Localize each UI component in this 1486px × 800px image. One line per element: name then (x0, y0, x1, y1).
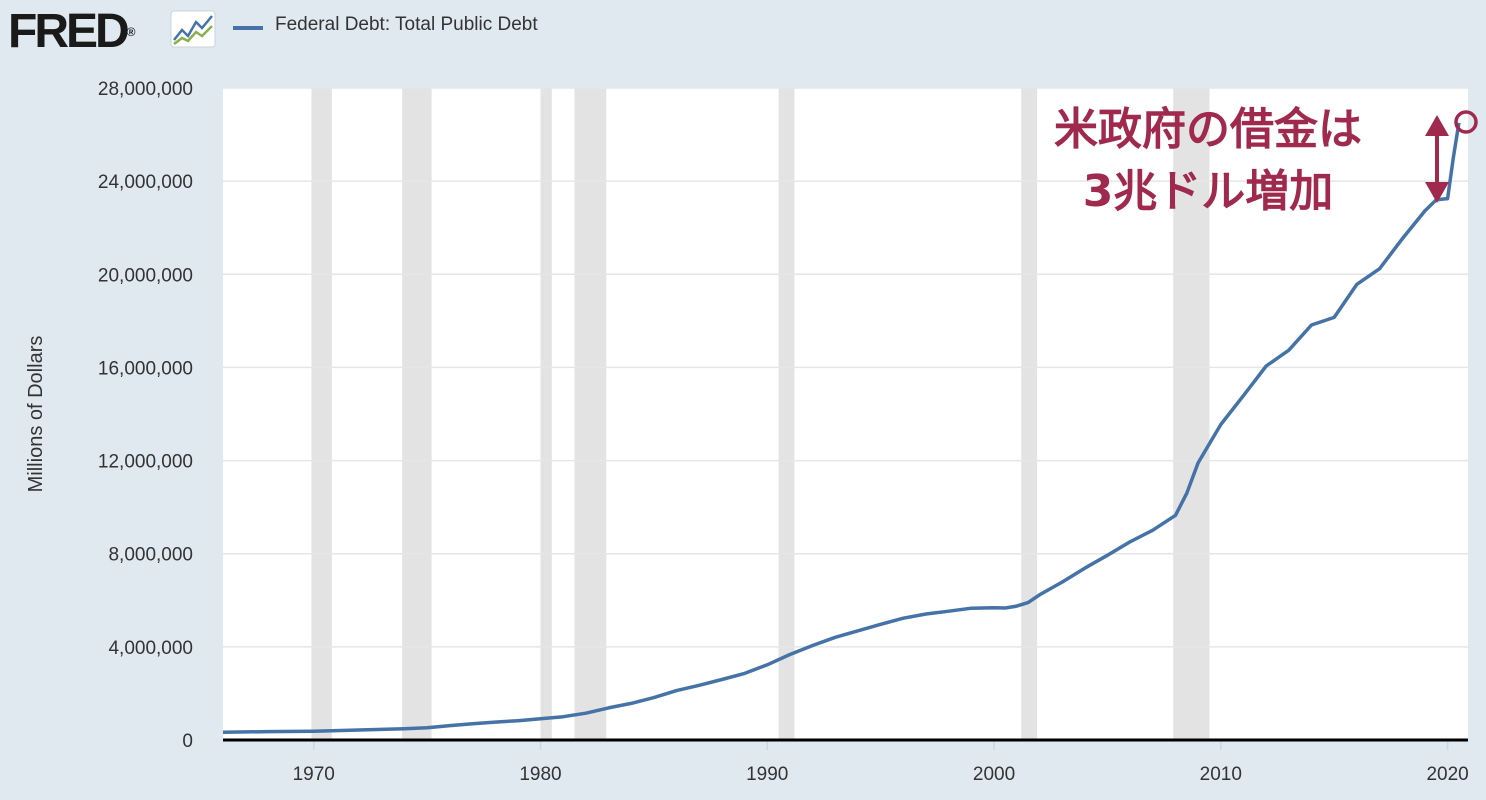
y-tick-label: 28,000,000 (98, 79, 193, 100)
annotation-line-1: 米政府の借金は (1054, 104, 1362, 155)
recession-band (540, 88, 552, 740)
double-arrow-icon (1425, 115, 1449, 203)
recession-shading (311, 88, 1210, 740)
x-tick-label: 1980 (519, 764, 561, 785)
highlight-circle (1454, 110, 1478, 134)
legend-label: Federal Debt: Total Public Debt (275, 14, 538, 35)
y-axis-ticks: 0 4,000,000 8,000,000 12,000,000 16,000,000 2… (98, 79, 193, 752)
gridlines (223, 87, 1468, 648)
recession-band (778, 88, 795, 740)
legend-swatch (233, 26, 263, 30)
annotation: 米政府の借金は 3兆ドル増加 (1054, 104, 1478, 217)
recession-band (1021, 88, 1038, 740)
series-layer (222, 122, 1461, 735)
recession-band (402, 88, 432, 740)
x-axis-ticks: 1970 1980 1990 2000 2010 2020 (293, 740, 1469, 785)
recession-band (574, 88, 607, 740)
fred-logo[interactable]: FRED® (8, 2, 136, 62)
y-tick-label: 12,000,000 (98, 452, 193, 473)
x-tick-label: 2020 (1426, 764, 1468, 785)
x-tick-label: 2010 (1200, 764, 1242, 785)
recession-band (1173, 88, 1210, 740)
y-tick-label: 0 (182, 731, 193, 752)
y-tick-label: 4,000,000 (108, 638, 193, 659)
registered-mark: ® (126, 25, 136, 39)
y-axis-label: Millions of Dollars (25, 336, 47, 493)
x-tick-label: 2000 (973, 764, 1015, 785)
y-tick-label: 8,000,000 (108, 545, 193, 566)
annotation-line-2: 3兆ドル増加 (1083, 166, 1334, 217)
fred-graph-icon (170, 10, 216, 48)
chart-header: FRED® Federal Debt: Total Public Debt (0, 0, 1486, 60)
x-tick-label: 1990 (746, 764, 788, 785)
y-tick-label: 24,000,000 (98, 172, 193, 193)
y-tick-label: 16,000,000 (98, 358, 193, 379)
x-tick-label: 1970 (293, 764, 335, 785)
recession-band (311, 88, 332, 740)
logo-wordmark: FRED (8, 5, 130, 58)
y-tick-label: 20,000,000 (98, 265, 193, 286)
